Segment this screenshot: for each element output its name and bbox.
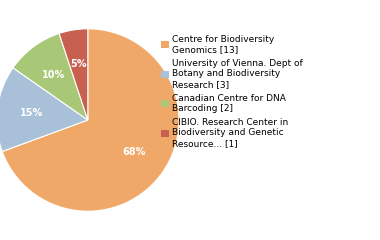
Wedge shape <box>0 68 88 151</box>
Wedge shape <box>2 29 179 211</box>
Wedge shape <box>13 33 88 120</box>
Text: 5%: 5% <box>71 59 87 69</box>
Text: 15%: 15% <box>20 108 43 118</box>
Legend: Centre for Biodiversity
Genomics [13], University of Vienna. Dept of
Botany and : Centre for Biodiversity Genomics [13], U… <box>160 33 305 150</box>
Wedge shape <box>59 29 88 120</box>
Text: 10%: 10% <box>42 70 66 80</box>
Text: 68%: 68% <box>122 147 146 157</box>
